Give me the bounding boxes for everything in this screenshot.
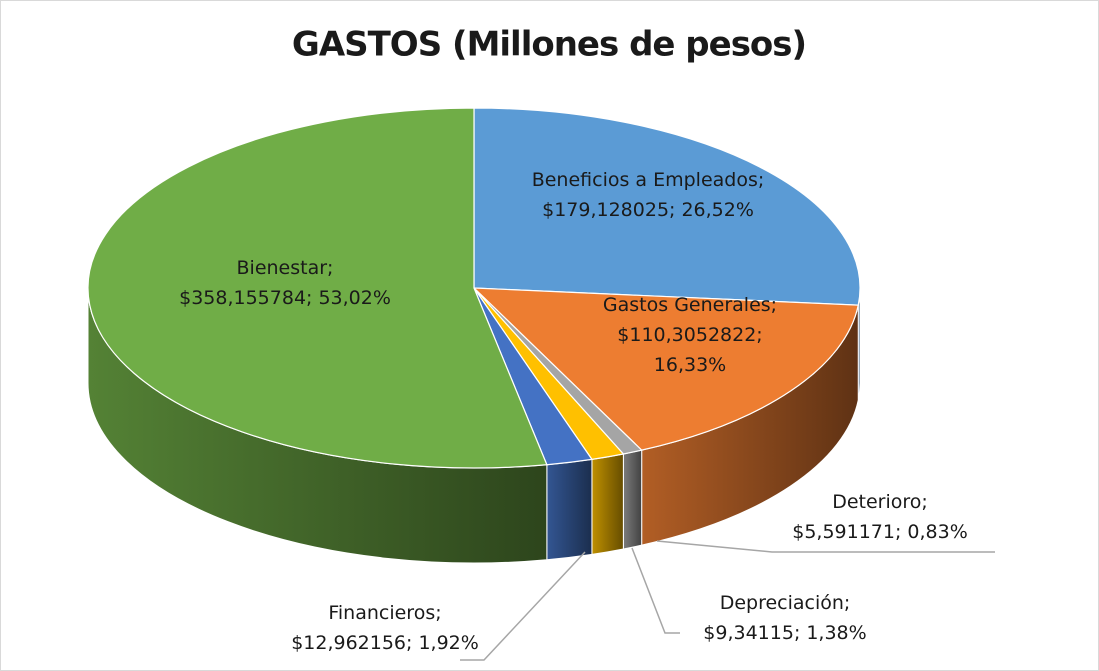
- data-label: Gastos Generales; $110,3052822; 16,33%: [603, 294, 777, 376]
- label-percent: 53,02%: [318, 287, 390, 309]
- label-value: $110,3052822;: [617, 324, 762, 346]
- slice-side: [546, 458, 593, 561]
- data-label: Bienestar; $358,155784; 53,02%: [179, 257, 391, 309]
- label-value: $358,155784;: [179, 287, 312, 309]
- data-label: Beneficios a Empleados; $179,128025; 26,52…: [532, 169, 765, 221]
- labels: Beneficios a Empleados; $179,128025; 26,52…: [179, 169, 968, 654]
- slice: [472, 287, 859, 451]
- data-label: Deterioro; $5,591171; 0,83%: [792, 491, 968, 543]
- label-value: $179,128025;: [542, 199, 675, 221]
- label-category: Financieros;: [328, 602, 441, 624]
- label-percent: 1,38%: [806, 622, 866, 644]
- leader-line: [631, 547, 680, 634]
- label-category: Bienestar;: [237, 257, 334, 279]
- data-label: Depreciación; $9,34115; 1,38%: [703, 592, 866, 644]
- label-category: Gastos Generales;: [603, 294, 777, 316]
- slice: [87, 107, 548, 469]
- label-percent: 16,33%: [654, 354, 726, 376]
- data-label: Financieros; $12,962156; 1,92%: [291, 602, 479, 654]
- slice: [473, 107, 861, 306]
- slice-side: [591, 453, 624, 555]
- pie: [87, 107, 861, 564]
- label-percent: 26,52%: [681, 199, 753, 221]
- label-percent: 1,92%: [418, 632, 478, 654]
- label-value: $12,962156;: [291, 632, 412, 654]
- label-value: $9,34115;: [703, 622, 800, 644]
- leader-line: [460, 551, 586, 661]
- label-value: $5,591171;: [792, 521, 901, 543]
- slice-side: [622, 449, 643, 550]
- label-category: Depreciación;: [720, 592, 851, 614]
- label-category: Beneficios a Empleados;: [532, 169, 765, 191]
- chart-title: GASTOS (Millones de pesos): [292, 25, 806, 65]
- label-category: Deterioro;: [832, 491, 928, 513]
- leader-line: [656, 540, 995, 553]
- label-percent: 0,83%: [907, 521, 967, 543]
- leaders: [460, 540, 995, 661]
